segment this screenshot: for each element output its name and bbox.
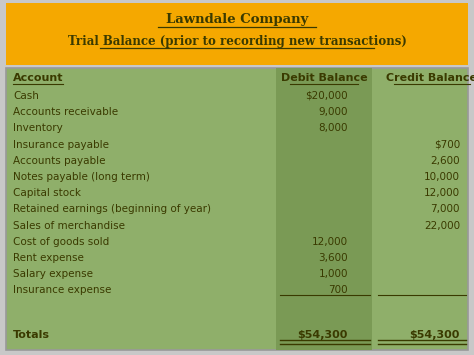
Text: Sales of merchandise: Sales of merchandise [13, 220, 125, 231]
Text: 1,000: 1,000 [319, 269, 348, 279]
Text: Totals: Totals [13, 330, 50, 340]
Text: Account: Account [13, 73, 64, 83]
Bar [276, 68, 372, 350]
Text: Insurance expense: Insurance expense [13, 285, 111, 295]
Text: Accounts receivable: Accounts receivable [13, 107, 118, 117]
Text: 3,600: 3,600 [319, 253, 348, 263]
Text: 22,000: 22,000 [424, 220, 460, 231]
Text: 8,000: 8,000 [319, 124, 348, 133]
Text: 12,000: 12,000 [312, 237, 348, 247]
Text: Retained earnings (beginning of year): Retained earnings (beginning of year) [13, 204, 211, 214]
Text: Lawndale Company: Lawndale Company [166, 13, 308, 27]
Bar [6, 3, 468, 65]
Text: Cash: Cash [13, 91, 39, 101]
Text: 9,000: 9,000 [319, 107, 348, 117]
Text: $20,000: $20,000 [305, 91, 348, 101]
Bar [6, 68, 468, 350]
Text: Notes payable (long term): Notes payable (long term) [13, 172, 150, 182]
Text: 700: 700 [328, 285, 348, 295]
Text: Accounts payable: Accounts payable [13, 156, 106, 166]
Text: Inventory: Inventory [13, 124, 63, 133]
Text: $54,300: $54,300 [298, 330, 348, 340]
Text: Cost of goods sold: Cost of goods sold [13, 237, 109, 247]
Text: $54,300: $54,300 [410, 330, 460, 340]
Text: 2,600: 2,600 [430, 156, 460, 166]
Text: 7,000: 7,000 [430, 204, 460, 214]
Text: Debit Balance: Debit Balance [281, 73, 367, 83]
Text: Salary expense: Salary expense [13, 269, 93, 279]
Text: Trial Balance (prior to recording new transactions): Trial Balance (prior to recording new tr… [68, 34, 406, 48]
Text: $700: $700 [434, 140, 460, 149]
Text: Insurance payable: Insurance payable [13, 140, 109, 149]
Text: Credit Balance: Credit Balance [386, 73, 474, 83]
Text: 10,000: 10,000 [424, 172, 460, 182]
Text: Capital stock: Capital stock [13, 188, 81, 198]
Text: Rent expense: Rent expense [13, 253, 84, 263]
Text: 12,000: 12,000 [424, 188, 460, 198]
